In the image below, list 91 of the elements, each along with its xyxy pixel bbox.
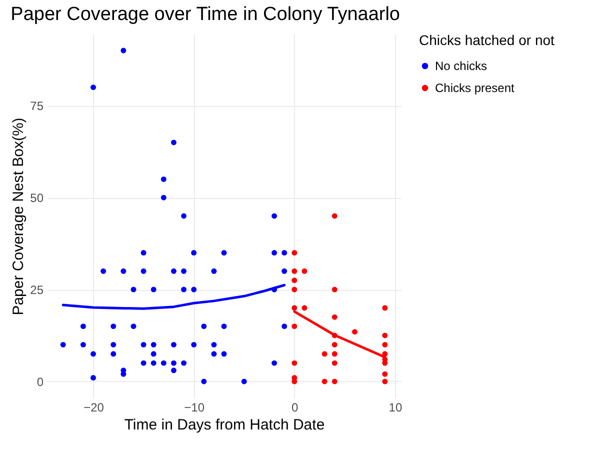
point — [332, 314, 338, 320]
point — [332, 286, 338, 292]
point — [201, 324, 207, 330]
point — [352, 329, 358, 335]
point — [282, 250, 288, 256]
point — [221, 351, 227, 357]
point — [181, 268, 187, 274]
point — [211, 351, 217, 357]
x-tick-label: −10 — [184, 400, 205, 414]
point — [292, 360, 298, 366]
legend-label: Chicks present — [435, 81, 516, 95]
y-tick-label: 25 — [30, 283, 44, 298]
point — [332, 378, 338, 384]
point — [292, 286, 298, 292]
point — [282, 324, 288, 330]
point — [140, 342, 146, 348]
legend-title: Chicks hatched or not — [419, 32, 555, 48]
point — [322, 351, 328, 357]
point — [221, 250, 227, 256]
point — [170, 140, 176, 146]
point — [150, 351, 156, 357]
point — [90, 375, 96, 381]
point — [150, 360, 156, 366]
point — [272, 213, 278, 219]
point — [302, 268, 308, 274]
point — [60, 342, 66, 348]
point — [191, 286, 197, 292]
y-tick-label: 0 — [36, 374, 44, 389]
point — [292, 268, 298, 274]
point — [100, 268, 106, 274]
point — [302, 305, 308, 311]
x-axis-title: Time in Days from Hatch Date — [124, 416, 325, 434]
point — [130, 324, 136, 330]
legend-label: No chicks — [435, 59, 488, 73]
point — [120, 268, 126, 274]
point — [181, 286, 187, 292]
point — [332, 342, 338, 348]
point — [382, 371, 388, 377]
point — [382, 378, 388, 384]
point — [160, 360, 166, 366]
y-axis-title: Paper Coverage Nest Box(%) — [10, 118, 28, 316]
point — [120, 48, 126, 54]
chart-title: Paper Coverage over Time in Colony Tynaarlo — [10, 4, 400, 25]
point — [292, 278, 298, 284]
point — [201, 378, 207, 384]
point — [140, 268, 146, 274]
x-tick-label: 10 — [388, 400, 402, 414]
point — [292, 324, 298, 330]
point — [170, 342, 176, 348]
point — [332, 351, 338, 357]
point — [150, 286, 156, 292]
point — [241, 378, 247, 384]
y-tick-label: 75 — [30, 99, 44, 114]
point — [181, 213, 187, 219]
point — [181, 360, 187, 366]
point — [130, 286, 136, 292]
point — [292, 305, 298, 311]
point — [110, 351, 116, 357]
point — [160, 176, 166, 182]
point — [110, 342, 116, 348]
point — [90, 84, 96, 90]
x-tick-label: −20 — [84, 400, 104, 414]
point — [211, 268, 217, 274]
point — [170, 368, 176, 374]
point — [80, 342, 86, 348]
point — [191, 250, 197, 256]
point — [160, 194, 166, 200]
point — [382, 305, 388, 311]
point — [150, 342, 156, 348]
point — [140, 360, 146, 366]
line-series — [62, 284, 286, 310]
point — [332, 213, 338, 219]
point — [382, 332, 388, 338]
point — [282, 268, 288, 274]
point — [322, 378, 328, 384]
point — [170, 268, 176, 274]
point — [170, 360, 176, 366]
point — [272, 250, 278, 256]
point — [140, 250, 146, 256]
point — [332, 360, 338, 366]
point — [191, 342, 197, 348]
point — [382, 342, 388, 348]
point — [272, 360, 278, 366]
point — [80, 324, 86, 330]
point — [110, 324, 116, 330]
point — [292, 250, 298, 256]
y-tick-label: 50 — [30, 191, 44, 206]
point — [90, 351, 96, 357]
x-tick-label: 0 — [292, 400, 299, 414]
point — [211, 342, 217, 348]
point — [221, 324, 227, 330]
